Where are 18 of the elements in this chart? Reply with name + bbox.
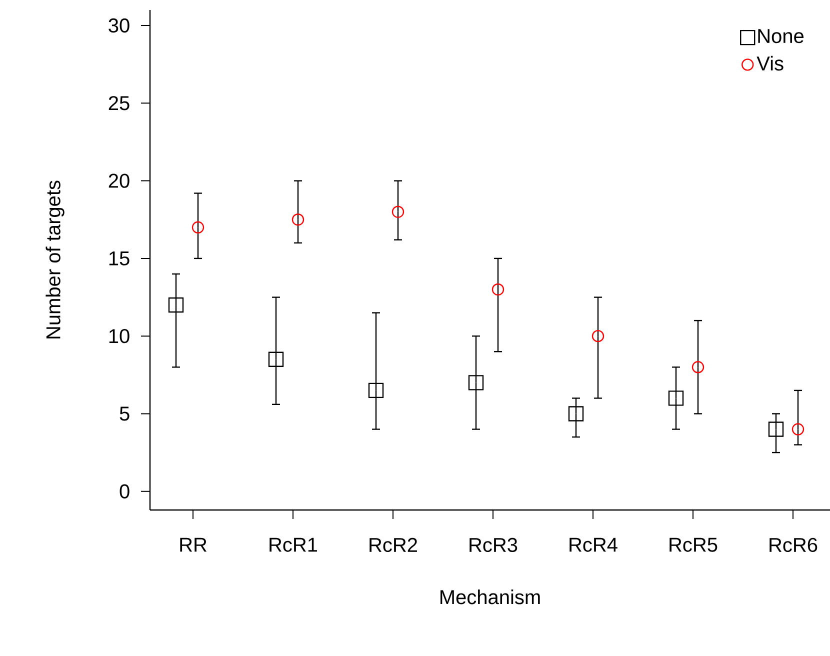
x-tick-label: RcR5	[670, 538, 718, 552]
x-tick-label: RcR4	[570, 538, 618, 552]
y-tick-label: 10	[109, 329, 130, 344]
y-tick-label: 0	[120, 484, 130, 498]
y-tick-label: 30	[108, 18, 130, 33]
y-tick-label: 25	[108, 96, 130, 110]
y-tick-label: 5	[120, 406, 130, 421]
x-tick-label: RcR1	[270, 538, 318, 552]
y-tick-label: 20	[108, 174, 130, 188]
x-tick-label: RR	[180, 538, 207, 552]
y-tick-label: 15	[109, 251, 130, 266]
x-axis-title: Mechanism	[440, 590, 540, 604]
legend-label: Vis	[756, 56, 784, 71]
x-tick-label: RcR3	[470, 538, 518, 552]
x-tick-label: RcR2	[370, 538, 417, 552]
y-axis-title: Number of targets	[46, 180, 64, 338]
legend-label: None	[758, 29, 804, 44]
x-tick-label: RcR6	[770, 538, 818, 552]
